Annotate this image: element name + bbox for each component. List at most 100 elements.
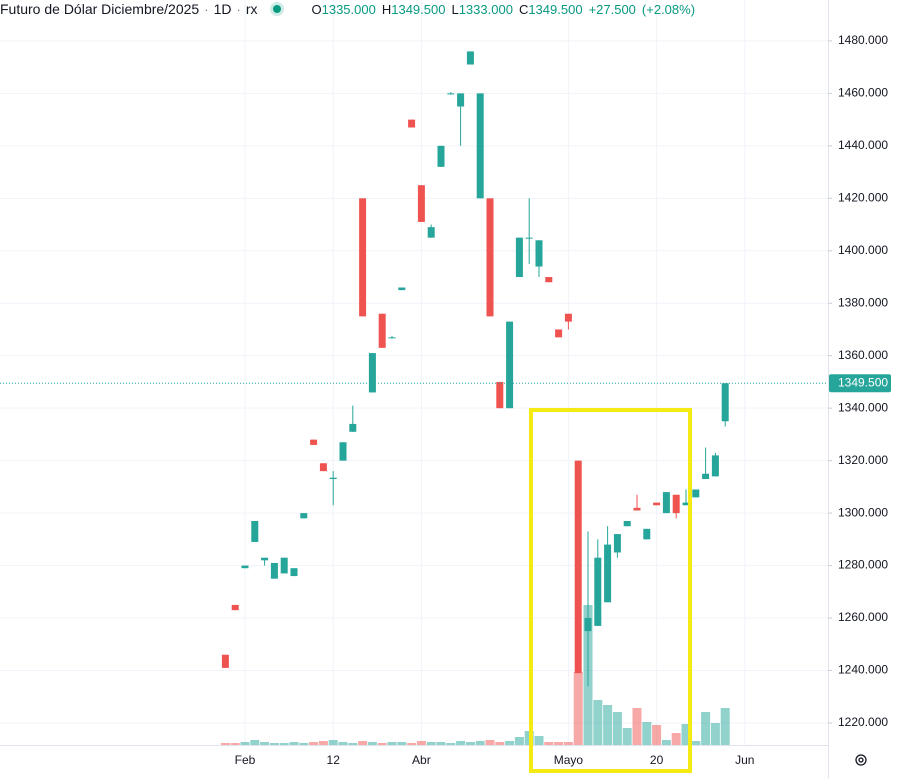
volume-bar [377,743,387,745]
volume-bar [632,708,642,745]
candle-body [388,337,396,339]
candle-body [496,381,504,409]
volume-bar [534,736,544,745]
y-tick-label: 1460.000 [838,86,888,100]
y-tick-label: 1240.000 [838,663,888,677]
ohlc-value: 1349.500 [528,1,583,17]
candle-body [692,489,700,498]
candle-body [574,460,582,674]
volume-bar [407,743,417,745]
candle-body [437,145,445,167]
candle-body [682,502,690,506]
candle-body [476,93,484,199]
x-tick-label: Abr [412,753,431,767]
candle-body [349,423,357,432]
candle-body [457,93,465,107]
candle-body [300,513,308,519]
volume-bar [367,742,377,745]
volume-bar [495,742,505,745]
candle-body [408,119,416,128]
candle-body [241,565,249,569]
x-tick-label: 12 [327,753,341,767]
candle-body [310,439,318,445]
change: +27.500 [588,1,636,17]
candle-body [525,237,533,239]
candle-body [378,313,386,348]
candle-body [555,329,563,338]
candle-body [721,383,729,422]
ohlc-values: O1335.000 H1349.500 L1333.000 C1349.500 [305,2,582,17]
volume-bar [681,724,691,745]
volume-bar [426,742,436,745]
y-tick-label: 1320.000 [838,453,888,467]
volume-bar [397,742,407,745]
settings-icon[interactable] [855,754,867,766]
volume-bar [299,743,309,745]
last-price-badge [829,374,891,393]
volume-bar [387,742,397,745]
last-price-label: 1349.500 [838,375,888,389]
x-tick-label: Jun [735,753,754,767]
candle-body [359,198,367,317]
candle-body [594,557,602,626]
candle-body [653,502,661,506]
candle-body [584,618,592,632]
candle-body [535,240,543,267]
volume-bar [309,742,319,745]
volume-bar [544,742,554,745]
candle-body [231,604,239,611]
volume-bar [318,741,328,745]
candle-body [221,654,229,668]
candle-body [604,544,612,603]
candle-body [339,442,347,461]
candle-body [447,93,455,95]
volume-bar [661,740,671,745]
axes: 1220.000 1240.000 1260.000 1280.000 1300.000… [0,33,891,767]
y-tick-label: 1260.000 [838,610,888,624]
candles [221,51,729,687]
candle-body [486,198,494,317]
volume-bar [612,712,622,745]
candle-body [545,277,553,283]
y-tick-label: 1420.000 [838,190,888,204]
volume-bar [456,741,466,745]
volume-bar [220,743,230,745]
volume-bar [446,743,456,745]
volume-bar [289,742,299,745]
volume-bar [603,705,613,745]
candle-body [633,507,641,511]
volume-bar [230,743,240,745]
candle-body [564,313,572,322]
y-tick-label: 1440.000 [838,138,888,152]
gear[interactable] [855,754,867,766]
candle-body [711,455,719,477]
gear-hub[interactable] [858,757,864,763]
volume-bar [358,741,368,745]
volume-bar [269,743,279,745]
volume-bar [250,740,260,745]
volume-bar [642,722,652,745]
candle-body [427,227,435,238]
volume-bar [720,708,730,745]
ohlc-value: 1335.000 [321,1,376,17]
x-tick-label: 20 [650,753,664,767]
volume-bar [260,742,270,745]
volume-bar [514,737,524,745]
volume-bar [475,741,485,745]
status-dot [273,5,282,13]
volume-bar [652,725,662,745]
volume-bar [348,743,358,745]
volume-bar [328,740,338,745]
candle-body [515,237,523,278]
volume-bar [593,700,603,745]
symbol-title: Futuro de Dólar Diciembre/2025 [0,1,200,17]
candle-body [466,51,474,65]
candle-body [368,353,376,393]
y-tick-label: 1480.000 [838,33,888,47]
separator: · [204,1,209,17]
volume-bar [416,741,426,745]
volume-bar [465,742,475,745]
volume-bar [563,742,573,745]
